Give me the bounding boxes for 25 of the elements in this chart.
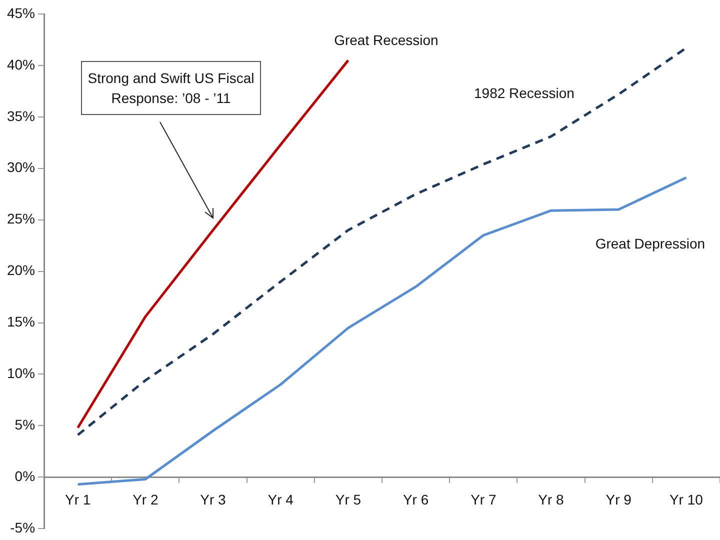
- series-label: 1982 Recession: [474, 84, 574, 101]
- x-tick-label: Yr 1: [64, 491, 91, 508]
- x-tick-label: Yr 2: [132, 491, 158, 508]
- x-tick-label: Yr 4: [268, 491, 294, 508]
- x-tick-label: Yr 6: [402, 491, 429, 508]
- x-tick-label: Yr 7: [470, 491, 496, 508]
- annotation: Strong and Swift US Fiscal Response: ’08 - ’11: [81, 61, 261, 115]
- y-tick-label: 10%: [6, 365, 36, 382]
- y-tick-label: 45%: [6, 4, 36, 21]
- y-tick-label: 30%: [6, 159, 36, 176]
- y-tick-label: 35%: [6, 108, 36, 124]
- x-tick-label: Yr 3: [200, 491, 226, 508]
- x-tick-label: Yr 8: [538, 491, 564, 508]
- y-tick-label: 5%: [14, 416, 36, 433]
- series-label: Great Recession: [334, 32, 438, 48]
- x-tick-label: Yr 9: [606, 491, 632, 508]
- y-tick-label: 20%: [6, 262, 36, 278]
- y-tick-label: 40%: [6, 56, 36, 72]
- y-tick-label: 15%: [6, 314, 36, 330]
- x-tick-label: Yr 5: [335, 491, 362, 508]
- y-tick-label: 0%: [14, 468, 36, 484]
- x-tick-label: Yr 10: [669, 491, 704, 508]
- y-tick-label: -5%: [10, 519, 36, 536]
- series-label: Great Depression: [595, 236, 706, 252]
- y-tick-label: 25%: [6, 210, 36, 227]
